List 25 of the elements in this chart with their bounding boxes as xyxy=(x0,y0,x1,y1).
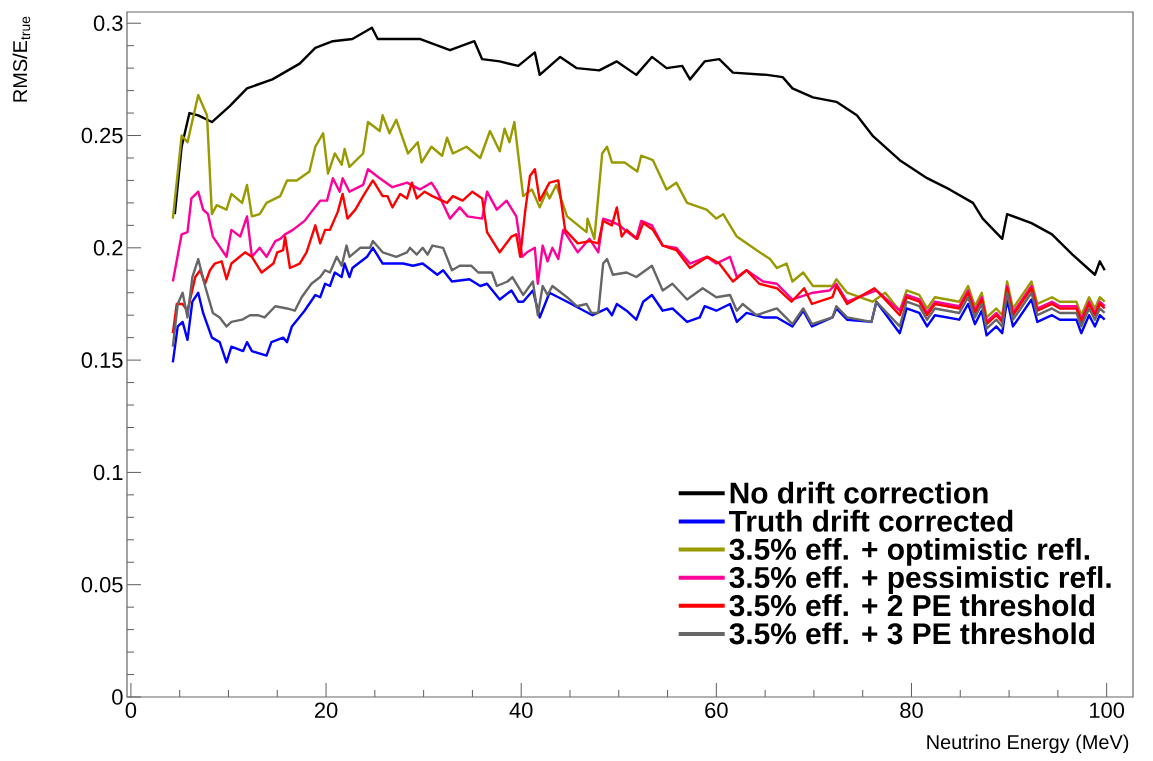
legend-label: 3.5% eff. + optimistic refl. xyxy=(729,537,1089,566)
y-tick-label: 0.25 xyxy=(81,127,123,144)
x-tick-label: 40 xyxy=(509,702,533,719)
y-tick-label: 0.05 xyxy=(81,576,123,593)
line-series xyxy=(171,93,1106,319)
x-tick-label: 100 xyxy=(1090,702,1125,719)
legend-label: 3.5% eff. + 3 PE threshold xyxy=(729,622,1095,645)
line-series xyxy=(171,239,1106,348)
line-series xyxy=(173,26,1106,276)
y-tick-label: 0.2 xyxy=(93,240,123,256)
legend-label: 3.5% eff. + 2 PE threshold xyxy=(729,594,1095,617)
line-series xyxy=(171,246,1106,364)
legend-label: No drift correction xyxy=(730,481,988,504)
x-axis-title: Neutrino Energy (MeV) xyxy=(927,734,1129,754)
y-tick-label: 0.15 xyxy=(81,352,123,368)
y-tick-label: 0.1 xyxy=(93,464,123,481)
x-tick-label: 20 xyxy=(314,702,338,719)
x-tick-label: 60 xyxy=(705,702,728,719)
x-tick-label: 80 xyxy=(900,702,923,719)
x-tick-label: 0 xyxy=(125,702,137,719)
legend-label: 3.5% eff. + pessimistic refl. xyxy=(729,566,1111,594)
y-tick-label: 0.3 xyxy=(93,15,123,31)
y-tick-label: 0 xyxy=(112,689,123,705)
y-axis-title: RMS/E$_{true}$ xyxy=(12,16,31,102)
legend-label: Truth drift corrected xyxy=(729,509,1013,532)
